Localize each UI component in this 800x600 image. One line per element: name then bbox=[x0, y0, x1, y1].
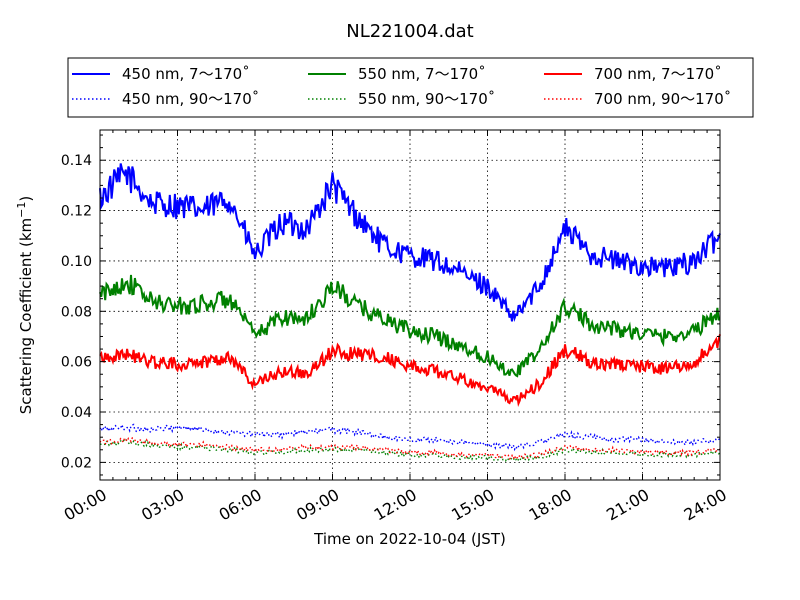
x-tick-label: 21:00 bbox=[603, 485, 652, 525]
legend-label-2: 550 nm, 7～170˚ bbox=[358, 65, 486, 83]
series-line-2 bbox=[99, 274, 721, 378]
x-tick-label: 00:00 bbox=[61, 485, 110, 525]
legend-label-3: 550 nm, 90～170˚ bbox=[358, 90, 495, 108]
series-line-0 bbox=[99, 163, 721, 322]
x-tick-label: 03:00 bbox=[138, 485, 187, 525]
y-axis-label-main: Scattering Coefficient (km bbox=[17, 218, 35, 414]
series-line-3 bbox=[99, 438, 721, 463]
y-tick-label: 0.08 bbox=[61, 304, 92, 320]
y-tick-label: 0.12 bbox=[61, 204, 92, 220]
y-axis-label-end: ) bbox=[17, 196, 35, 202]
chart-title: NL221004.dat bbox=[346, 21, 473, 42]
x-tick-label: 06:00 bbox=[216, 485, 265, 525]
x-tick-label: 18:00 bbox=[526, 485, 575, 525]
x-tick-label: 12:00 bbox=[371, 485, 420, 525]
legend-label-1: 450 nm, 90～170˚ bbox=[122, 90, 259, 108]
series-lines bbox=[99, 163, 721, 463]
y-tick-label: 0.02 bbox=[61, 455, 92, 471]
series-line-1 bbox=[99, 422, 721, 452]
x-axis-label: Time on 2022-10-04 (JST) bbox=[313, 530, 506, 548]
grid-lines bbox=[100, 130, 720, 480]
legend-label-5: 700 nm, 90～170˚ bbox=[594, 90, 731, 108]
series-line-4 bbox=[99, 334, 721, 408]
y-tick-label: 0.06 bbox=[61, 355, 92, 371]
legend-label-0: 450 nm, 7～170˚ bbox=[122, 65, 250, 83]
legend: 450 nm, 7～170˚ 450 nm, 90～170˚ 550 nm, 7～1… bbox=[67, 57, 754, 118]
y-tick-label: 0.14 bbox=[61, 153, 92, 169]
legend-label-4: 700 nm, 7～170˚ bbox=[594, 65, 722, 83]
y-tick-label: 0.04 bbox=[61, 405, 92, 421]
series-line-5 bbox=[99, 436, 721, 461]
legend-box bbox=[67, 57, 754, 118]
x-tick-label: 15:00 bbox=[448, 485, 497, 525]
x-tick-labels: 00:00 03:00 06:00 09:00 12:00 15:00 18:00 21:00… bbox=[61, 485, 730, 525]
y-axis-label-sup: −1 bbox=[15, 202, 28, 218]
y-axis-label: Scattering Coefficient (km−1) bbox=[15, 196, 35, 415]
plot-frame bbox=[99, 129, 721, 481]
x-tick-label: 24:00 bbox=[681, 485, 730, 525]
x-tick-label: 09:00 bbox=[293, 485, 342, 525]
y-tick-labels: 0.02 0.04 0.06 0.08 0.10 0.12 0.14 bbox=[61, 153, 92, 471]
y-tick-label: 0.10 bbox=[61, 254, 92, 270]
